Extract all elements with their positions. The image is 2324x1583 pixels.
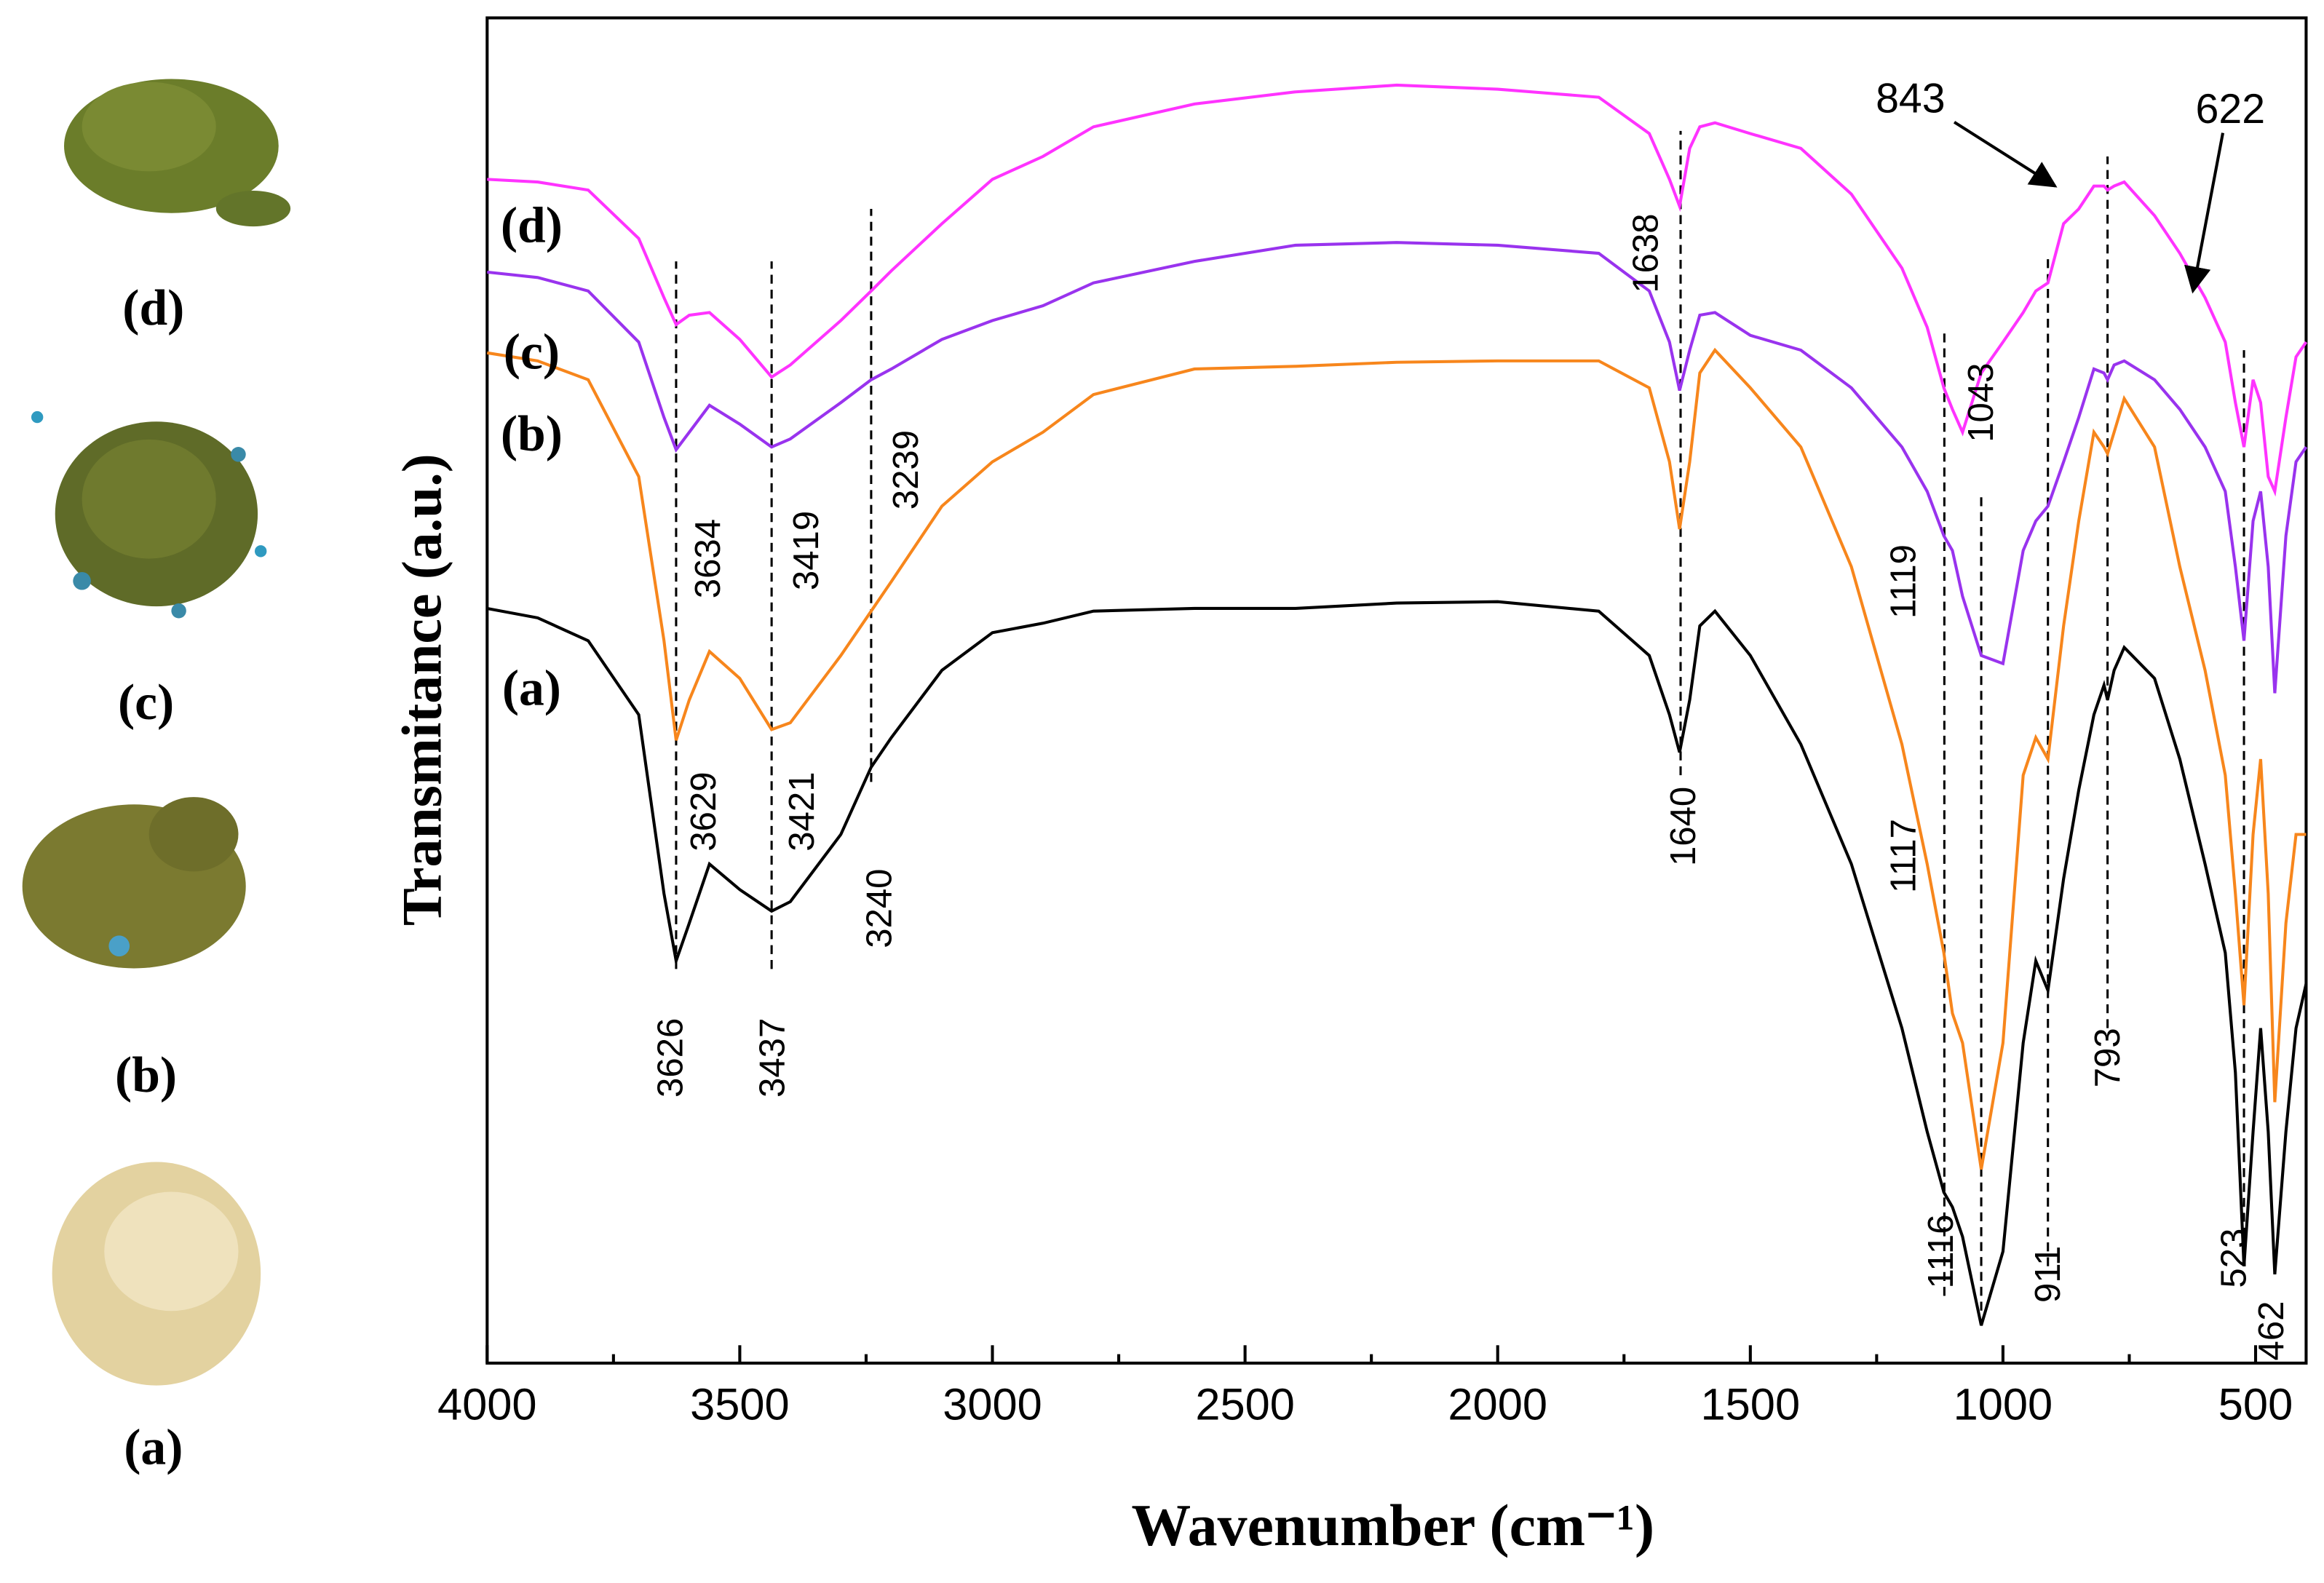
series-label: (d) [501, 198, 563, 254]
photos [22, 79, 291, 1386]
peak-label: 3437 [753, 1018, 792, 1098]
arrow-label: 843 [1876, 75, 1946, 122]
y-axis-label: Transmitance (a.u.) [390, 453, 453, 926]
peak-label: 3629 [684, 771, 723, 851]
x-tick-label: 4000 [437, 1380, 537, 1430]
peak-label: 1117 [1884, 819, 1924, 893]
peak-label: 523 [2215, 1229, 2254, 1288]
photo-c [31, 410, 267, 619]
spectrum-line [487, 83, 2308, 497]
x-tick-label: 3000 [943, 1380, 1042, 1430]
peak-label: 911 [2028, 1246, 2068, 1303]
photo-label: (c) [118, 675, 174, 731]
peak-label: 1119 [1884, 544, 1924, 619]
peak-label: 1116 [1922, 1214, 1961, 1288]
x-tick-label: 3500 [690, 1380, 790, 1430]
peak-label: 462 [2252, 1301, 2291, 1361]
x-tick-label: 500 [2218, 1380, 2293, 1430]
peak-label: 3239 [887, 430, 926, 509]
plot-frame [485, 16, 2308, 1365]
series-label: (a) [502, 660, 561, 716]
peak-label: 3626 [651, 1018, 691, 1098]
spectrum-line [486, 600, 2308, 1326]
photo-label: (d) [122, 280, 184, 336]
photo-label: (a) [124, 1420, 183, 1476]
annotation-arrow [1953, 121, 2058, 188]
annotation-arrow [2184, 132, 2225, 294]
peak-label: 3421 [782, 771, 822, 851]
peak-label: 3240 [860, 869, 899, 948]
peak-label: 3419 [787, 511, 826, 590]
arrow-label: 622 [2196, 86, 2266, 132]
series-label: (b) [501, 406, 563, 462]
peak-label: 3634 [689, 519, 728, 598]
peak-label: 1638 [1627, 213, 1666, 293]
x-tick-label: 2500 [1195, 1380, 1295, 1430]
x-axis-label: Wavenumber (cm⁻¹) [1131, 1492, 1654, 1558]
photo-b [22, 797, 246, 969]
peak-label: 793 [2088, 1028, 2127, 1087]
x-tick-label: 1000 [1954, 1380, 2053, 1430]
photo-label: (b) [115, 1047, 177, 1103]
peak-label: 1640 [1664, 787, 1703, 866]
spectrum-line [486, 347, 2307, 1170]
series-label: (c) [504, 324, 560, 380]
spectrum-line [487, 241, 2308, 694]
x-tick-label: 2000 [1448, 1380, 1547, 1430]
photo-a [52, 1162, 261, 1386]
peak-label: 1043 [1962, 363, 2001, 443]
x-tick-label: 1500 [1701, 1380, 1801, 1430]
photo-d [64, 79, 291, 227]
